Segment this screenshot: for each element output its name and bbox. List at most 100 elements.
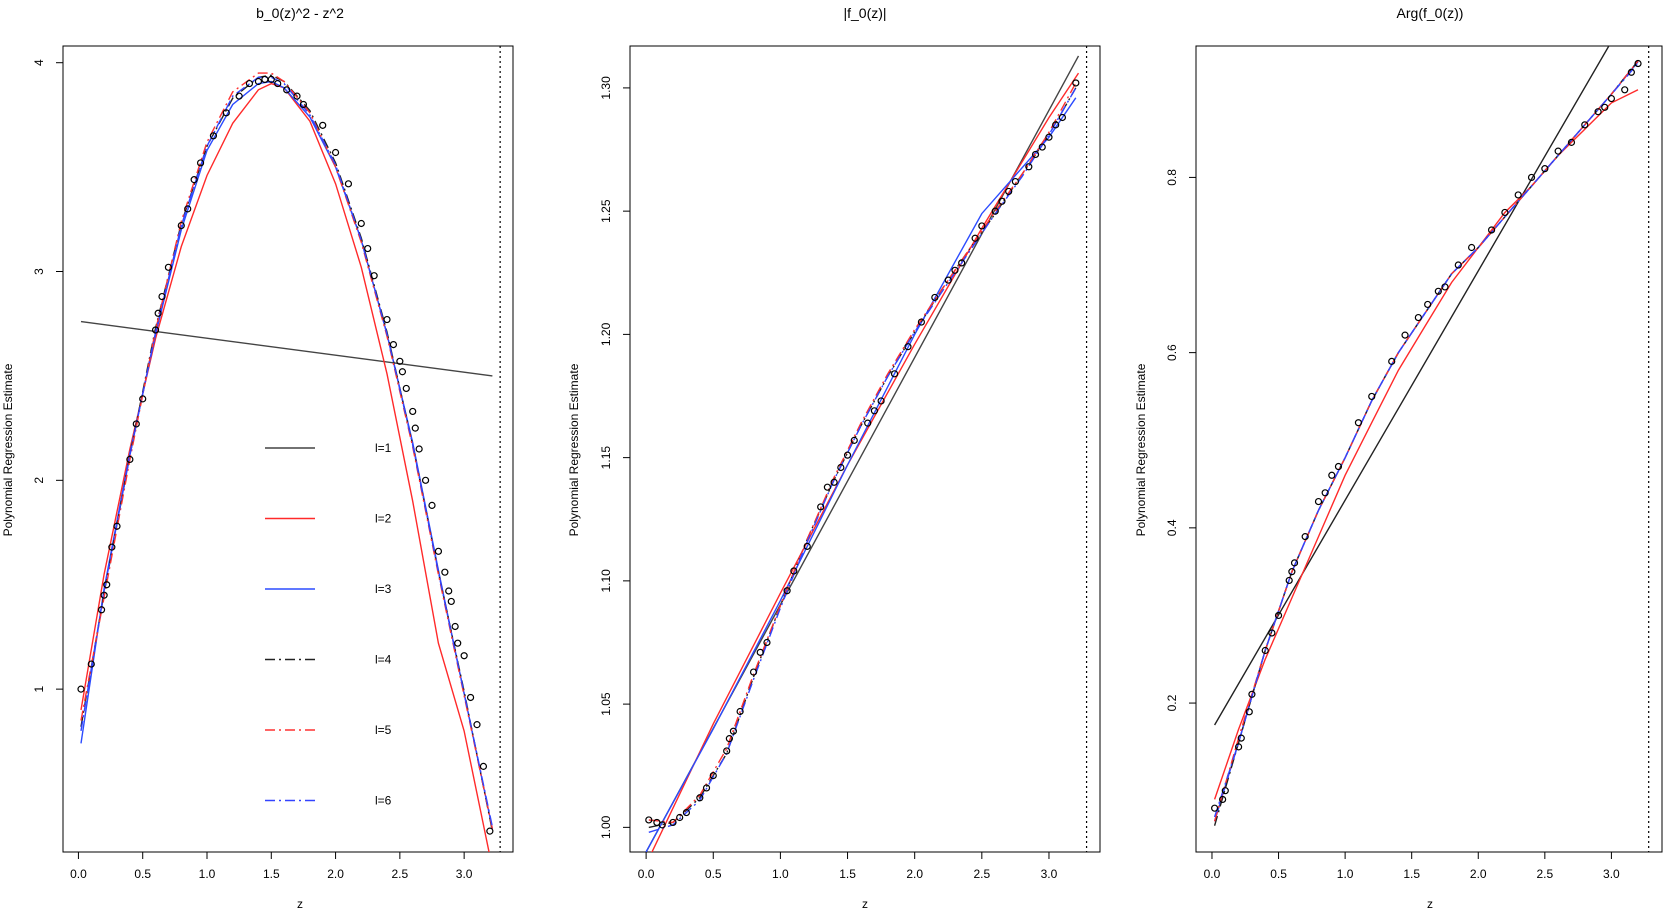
data-point [1005,187,1013,196]
panel-3-ylabel: Polynomial Regression Estimate [1134,363,1148,536]
data-point [1245,708,1253,716]
data-point [1514,191,1522,199]
series-line [645,97,1077,852]
data-point [904,343,912,351]
data-point [445,587,453,595]
data-point [274,79,282,88]
series-line [648,87,1077,829]
x-tick-label: 0.0 [638,867,655,881]
data-point [1334,462,1343,471]
data-point [139,395,147,403]
legend-label: l=2 [375,512,392,526]
data-point [1314,497,1323,506]
panel-1-ylabel: Polynomial Regression Estimate [1,363,15,536]
series-line [80,82,490,852]
data-point [991,207,999,215]
data-point [1288,568,1296,576]
data-point [749,668,758,676]
data-point [1541,165,1549,173]
data-point [389,340,398,349]
data-point [409,407,417,416]
data-point [411,424,419,432]
data-point [460,652,468,660]
x-tick-label: 1.0 [1337,867,1354,881]
data-point [1434,287,1442,295]
x-tick-label: 3.0 [456,867,473,881]
data-point [1274,611,1283,620]
data-point [164,263,173,271]
data-point [951,266,959,274]
data-point [1221,787,1229,795]
data-point [402,384,410,393]
legend-label: l=6 [375,794,392,808]
data-point [451,622,459,631]
series-line [1213,60,1639,822]
legend-label: l=5 [375,723,392,737]
legend-label: l=3 [375,582,392,596]
data-point [843,451,852,459]
series-line [1213,60,1639,826]
data-point [1627,68,1635,76]
data-point [1594,108,1602,116]
series-line [648,87,1077,833]
data-point [331,148,340,157]
data-point [709,771,717,780]
data-point [1607,94,1616,103]
series-line [1213,63,1639,818]
data-point [441,568,449,576]
data-point [1285,576,1293,585]
x-tick-label: 0.0 [70,867,87,881]
data-point [299,100,308,109]
data-point [97,606,106,614]
data-point [1025,163,1033,171]
data-point [293,92,301,100]
series-line [80,76,494,828]
data-point [890,370,899,378]
data-point [357,219,365,228]
data-point [267,75,275,84]
data-point [473,721,481,729]
data-point [864,419,872,427]
series-line [1213,61,1639,822]
data-point [1581,121,1589,129]
data-point [428,501,436,509]
panel-1-xlabel: z [297,897,303,911]
y-tick-label: 0.2 [1165,694,1179,711]
data-point [103,581,111,589]
panel-1: b_0(z)^2 - z^2 z Polynomial Regression E… [1,5,514,911]
data-point [978,222,986,230]
plot-frame [1195,45,1663,853]
data-point [1237,734,1245,742]
x-tick-label: 0.5 [1270,867,1287,881]
data-point [151,326,160,334]
data-point [1441,283,1449,291]
data-point [783,587,791,595]
panel-2-title: |f_0(z)| [843,5,886,21]
data-point [1211,804,1219,812]
series-line [80,74,494,832]
legend-label: l=4 [375,653,392,667]
y-tick-label: 1.30 [599,76,613,100]
data-point [245,79,254,88]
data-point [645,816,653,824]
data-point [486,827,494,835]
data-point [870,407,879,415]
data-point [1058,113,1067,122]
x-tick-label: 1.5 [1403,867,1420,881]
data-point [958,259,966,267]
data-point [971,234,979,242]
x-tick-label: 1.5 [263,867,280,881]
data-point [1268,629,1276,637]
legend-label: l=1 [375,441,392,455]
x-tick-label: 0.5 [134,867,151,881]
data-point [254,77,263,86]
y-tick-label: 1.15 [599,446,613,470]
data-point [736,707,744,716]
data-point [1468,243,1476,252]
data-point [364,244,372,253]
data-point [1235,743,1243,751]
data-point [1290,559,1299,567]
data-point [344,180,353,188]
